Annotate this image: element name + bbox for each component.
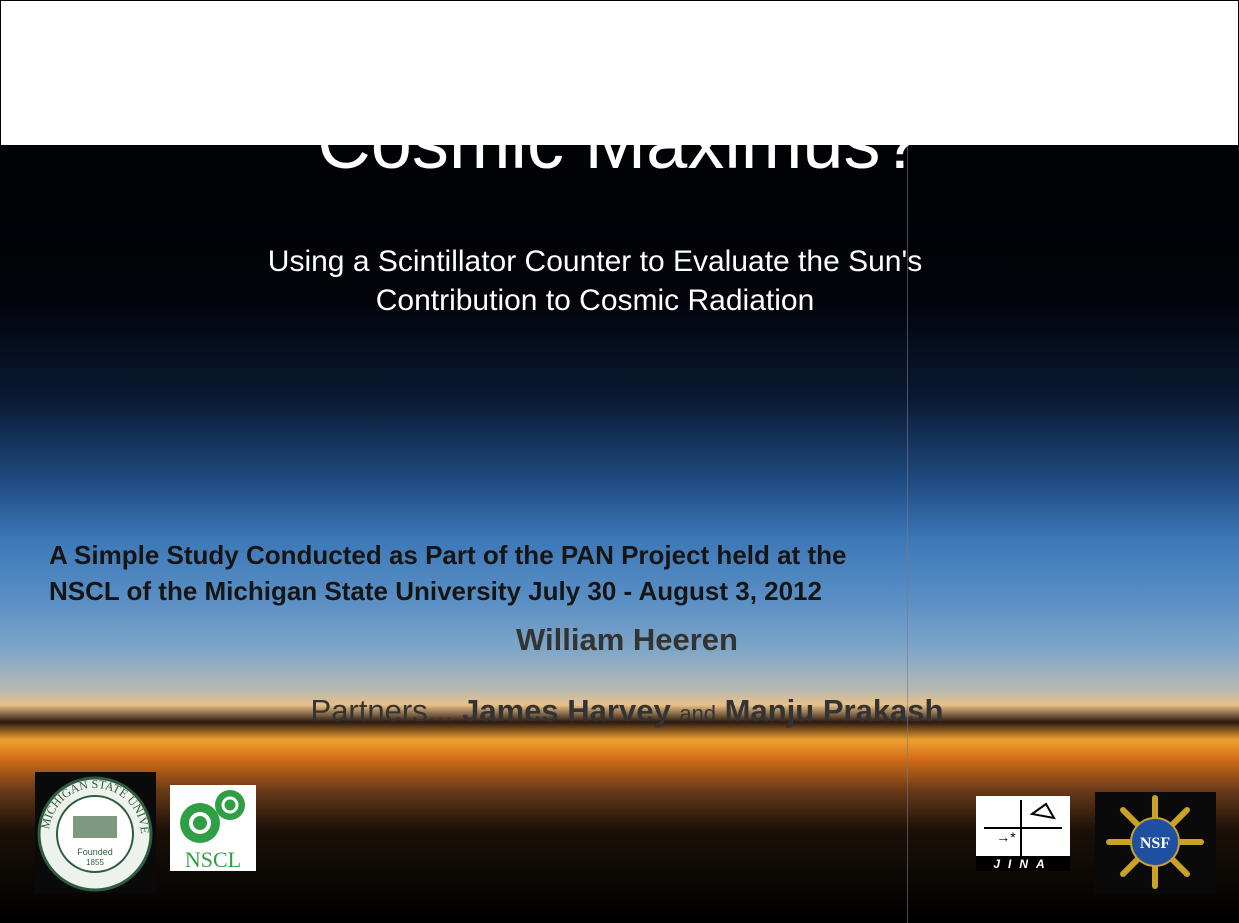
- partners: Partners... James Harvey and Manju Praka…: [0, 693, 1239, 729]
- svg-text:→*: →*: [996, 829, 1016, 845]
- jina-logo: →* JINA: [976, 796, 1070, 871]
- seam: [907, 144, 908, 923]
- subtitle-line: Using a Scintillator Counter to Evaluate…: [267, 245, 923, 278]
- jina-label: JINA: [993, 857, 1052, 871]
- study-line: NSCL of the Michigan State University Ju…: [49, 576, 822, 606]
- subtitle-line: Contribution to Cosmic Radiation: [375, 284, 815, 317]
- partner-name: James Harvey: [462, 693, 671, 728]
- partner-name: Manju Prakash: [724, 693, 944, 728]
- partners-prefix: Partners...: [310, 693, 454, 728]
- partners-and: and: [679, 701, 717, 726]
- nsf-logo: NSF: [1095, 792, 1216, 893]
- header-band: [0, 0, 1239, 145]
- msu-year: 1855: [86, 858, 104, 867]
- nscl-logo: NSCL: [170, 785, 256, 871]
- msu-logo: MICHIGAN STATE UNIVERSITY Founded 1855: [35, 772, 156, 893]
- author: William Heeren: [516, 622, 738, 657]
- study-line: A Simple Study Conducted as Part of the …: [49, 540, 847, 570]
- nscl-label: NSCL: [185, 847, 241, 871]
- nsf-label: NSF: [1140, 835, 1170, 852]
- msu-founded: Founded: [77, 847, 113, 857]
